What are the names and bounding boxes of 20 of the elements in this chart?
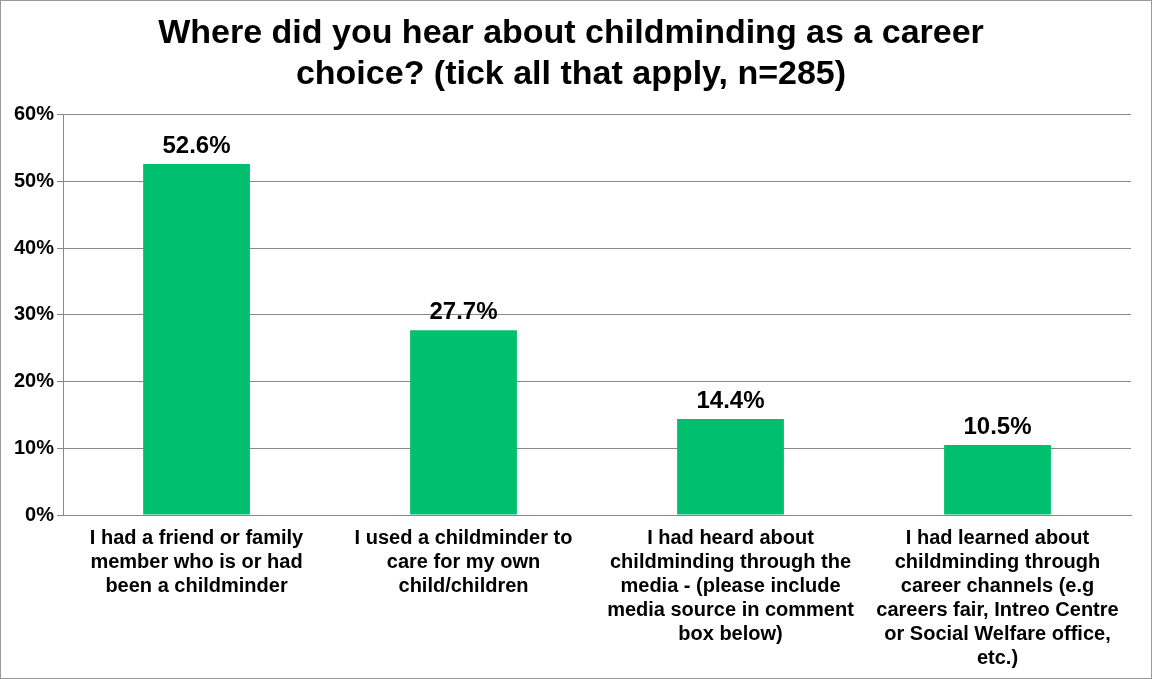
data-label: 14.4%	[696, 385, 765, 413]
data-label: 27.7%	[429, 296, 498, 324]
y-tick-label: 10%	[14, 435, 55, 458]
y-tick-label: 50%	[14, 168, 55, 191]
data-label: 52.6%	[162, 130, 231, 158]
bar	[410, 330, 517, 515]
x-tick-label: I had heard about childminding through the media - (please include media source in comment box below)	[607, 525, 855, 644]
y-tick-label: 20%	[14, 369, 55, 392]
x-tick-label: I used a childminder to care for my own child/children	[354, 525, 573, 596]
x-tick-label: I had a friend or family member who is or had been a childminder	[89, 525, 305, 596]
chart-title: Where did you hear about childminding as a career choice? (tick all that apply, n=285)	[158, 11, 984, 91]
bar	[677, 418, 784, 515]
y-tick-label: 30%	[14, 302, 55, 325]
y-tick-label: 60%	[14, 102, 55, 125]
y-tick-label: 0%	[25, 502, 55, 525]
bar	[944, 444, 1051, 515]
data-label: 10.5%	[963, 411, 1032, 439]
y-tick-label: 40%	[14, 235, 55, 258]
bar	[143, 163, 250, 515]
x-tick-label: I had learned about childminding through career channels (e.g careers fair, Intreo Centre or Social Welfare office, etc.)	[876, 525, 1119, 668]
